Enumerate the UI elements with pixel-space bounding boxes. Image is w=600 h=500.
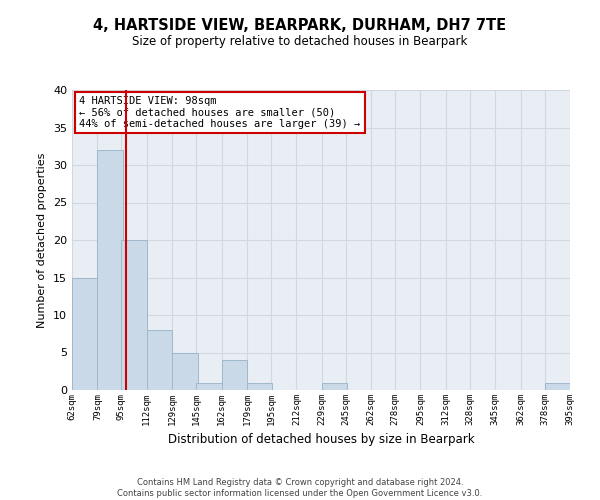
- Bar: [147, 330, 172, 390]
- Y-axis label: Number of detached properties: Number of detached properties: [37, 152, 47, 328]
- Bar: [247, 382, 272, 390]
- Bar: [221, 360, 247, 390]
- Bar: [545, 382, 570, 390]
- Bar: [121, 240, 147, 390]
- Text: 4 HARTSIDE VIEW: 98sqm
← 56% of detached houses are smaller (50)
44% of semi-det: 4 HARTSIDE VIEW: 98sqm ← 56% of detached…: [79, 96, 361, 129]
- Bar: [196, 382, 221, 390]
- Text: Size of property relative to detached houses in Bearpark: Size of property relative to detached ho…: [133, 35, 467, 48]
- Bar: [72, 278, 97, 390]
- Text: Contains HM Land Registry data © Crown copyright and database right 2024.
Contai: Contains HM Land Registry data © Crown c…: [118, 478, 482, 498]
- Bar: [322, 382, 347, 390]
- X-axis label: Distribution of detached houses by size in Bearpark: Distribution of detached houses by size …: [167, 434, 475, 446]
- Bar: [97, 150, 123, 390]
- Text: 4, HARTSIDE VIEW, BEARPARK, DURHAM, DH7 7TE: 4, HARTSIDE VIEW, BEARPARK, DURHAM, DH7 …: [94, 18, 506, 32]
- Bar: [172, 352, 197, 390]
